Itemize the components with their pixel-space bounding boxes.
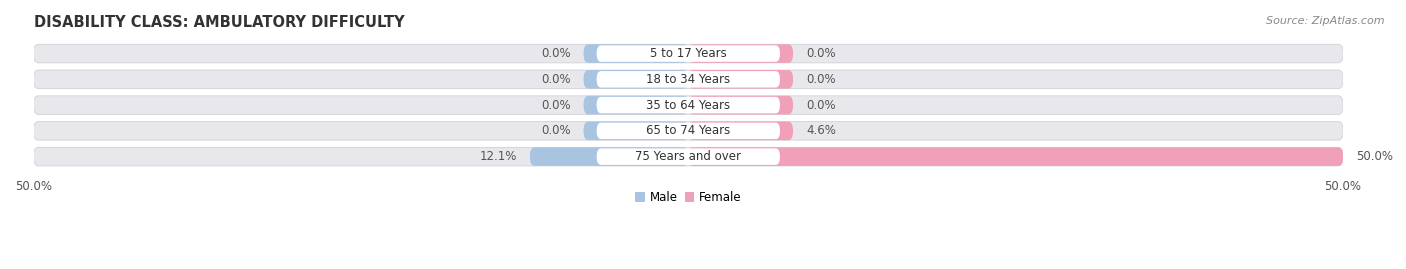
FancyBboxPatch shape (583, 70, 689, 89)
Text: Source: ZipAtlas.com: Source: ZipAtlas.com (1267, 16, 1385, 26)
FancyBboxPatch shape (689, 70, 793, 89)
Text: 18 to 34 Years: 18 to 34 Years (647, 73, 730, 86)
FancyBboxPatch shape (689, 122, 793, 140)
FancyBboxPatch shape (583, 96, 689, 114)
Text: 65 to 74 Years: 65 to 74 Years (647, 124, 731, 137)
Legend: Male, Female: Male, Female (630, 187, 747, 209)
FancyBboxPatch shape (596, 97, 780, 113)
Text: 35 to 64 Years: 35 to 64 Years (647, 99, 730, 112)
Text: 0.0%: 0.0% (806, 47, 835, 60)
FancyBboxPatch shape (689, 96, 793, 114)
Text: 0.0%: 0.0% (541, 99, 571, 112)
FancyBboxPatch shape (689, 44, 793, 63)
FancyBboxPatch shape (689, 147, 1343, 166)
Text: 0.0%: 0.0% (541, 124, 571, 137)
FancyBboxPatch shape (583, 122, 689, 140)
Text: 50.0%: 50.0% (1357, 150, 1393, 163)
Text: 0.0%: 0.0% (541, 73, 571, 86)
Text: 5 to 17 Years: 5 to 17 Years (650, 47, 727, 60)
Text: 0.0%: 0.0% (806, 99, 835, 112)
Text: DISABILITY CLASS: AMBULATORY DIFFICULTY: DISABILITY CLASS: AMBULATORY DIFFICULTY (34, 15, 404, 30)
Text: 12.1%: 12.1% (479, 150, 517, 163)
FancyBboxPatch shape (530, 147, 689, 166)
FancyBboxPatch shape (34, 147, 1343, 166)
Text: 0.0%: 0.0% (541, 47, 571, 60)
FancyBboxPatch shape (34, 96, 1343, 114)
Text: 4.6%: 4.6% (806, 124, 837, 137)
FancyBboxPatch shape (596, 45, 780, 62)
FancyBboxPatch shape (596, 71, 780, 88)
Text: 0.0%: 0.0% (806, 73, 835, 86)
FancyBboxPatch shape (34, 70, 1343, 89)
FancyBboxPatch shape (583, 44, 689, 63)
Text: 75 Years and over: 75 Years and over (636, 150, 741, 163)
FancyBboxPatch shape (596, 148, 780, 165)
FancyBboxPatch shape (596, 123, 780, 139)
FancyBboxPatch shape (34, 44, 1343, 63)
FancyBboxPatch shape (34, 122, 1343, 140)
